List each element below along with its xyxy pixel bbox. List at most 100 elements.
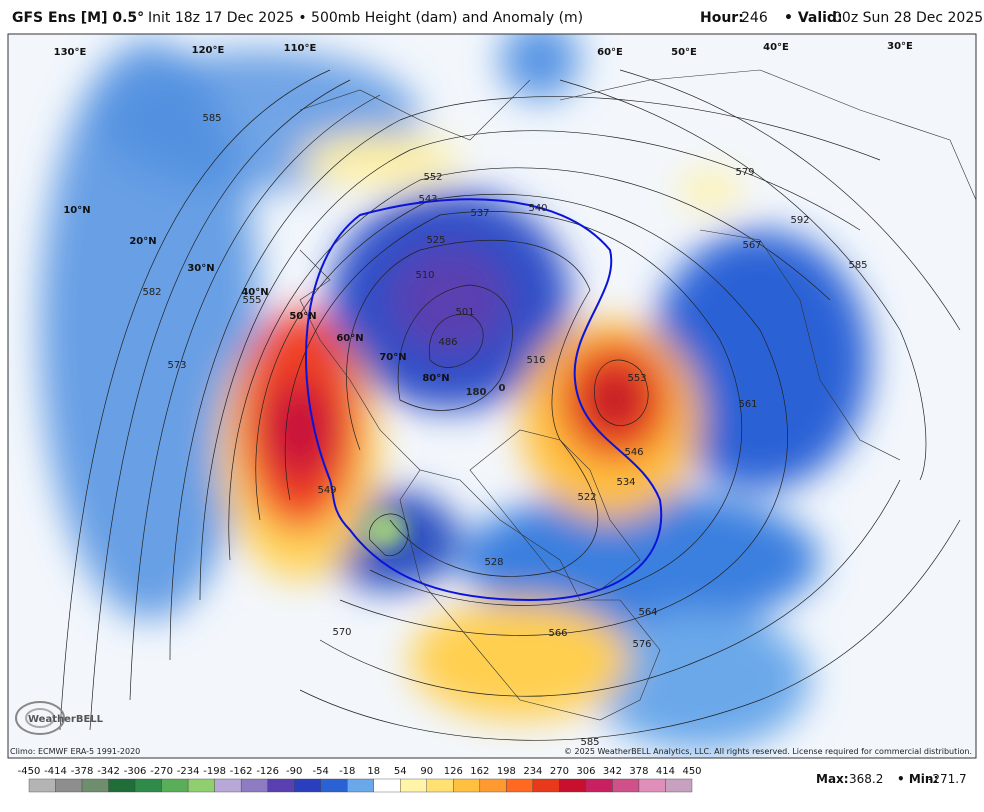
max-value: 368.2 — [849, 772, 883, 786]
contour-label: 576 — [632, 639, 651, 650]
colorbar-tick-label: 378 — [629, 766, 648, 777]
contour-label: 522 — [577, 492, 596, 503]
logo: WeatherBELL — [15, 701, 104, 735]
colorbar-segment — [347, 778, 374, 793]
colorbar-segment — [294, 778, 321, 793]
contour-label: 561 — [738, 399, 757, 410]
colorbar-tick-label: -414 — [44, 766, 67, 777]
latitude-label: 40°N — [241, 287, 268, 298]
colorbar-segment — [532, 778, 560, 793]
contour-label: 516 — [526, 355, 545, 366]
colorbar-segment — [134, 778, 162, 793]
colorbar-tick-label: -234 — [177, 766, 200, 777]
latitude-label: 50°N — [289, 311, 316, 322]
contour-label: 555 — [242, 295, 261, 306]
longitude-label: 50°E — [671, 47, 697, 58]
latitude-label: 70°N — [379, 352, 406, 363]
contour-label: 585 — [580, 737, 599, 748]
longitude-label: 40°E — [763, 42, 789, 53]
hour-label: Hour: — [700, 10, 744, 26]
contour-label: 543 — [418, 194, 437, 205]
longitude-label: 110°E — [284, 43, 317, 54]
colorbar-tick-label: 162 — [470, 766, 489, 777]
latitude-label: 20°N — [129, 236, 156, 247]
colorbar-tick-label: 234 — [523, 766, 542, 777]
contour-label: 582 — [142, 287, 161, 298]
colorbar-tick-label: 306 — [576, 766, 595, 777]
colorbar-segment — [479, 778, 507, 793]
coastlines — [299, 69, 976, 721]
colorbar-segment — [240, 778, 268, 793]
colorbar-segment — [453, 778, 481, 793]
colorbar-segment — [81, 778, 109, 793]
max-label: Max: — [816, 772, 849, 786]
colorbar-tick-label: 18 — [367, 766, 380, 777]
colorbar: -450 -414 -378 -342 -306 -270 -234 -198 -162 -126… — [18, 766, 702, 793]
valid-value: 00z Sun 28 Dec 2025 — [833, 10, 983, 26]
colorbar-segment — [161, 778, 189, 793]
colorbar-tick-label: 54 — [394, 766, 407, 777]
colorbar-segment — [55, 778, 83, 793]
colorbar-segment — [426, 778, 454, 793]
longitude-label: 120°E — [192, 45, 225, 56]
colorbar-segment — [559, 778, 587, 793]
colorbar-tick-label: 270 — [550, 766, 569, 777]
valid-label: • Valid: — [784, 10, 843, 26]
colorbar-tick-label: 126 — [444, 766, 463, 777]
contour-label: 585 — [848, 260, 867, 271]
contour-label: 566 — [548, 628, 567, 639]
colorbar-segment — [400, 778, 427, 793]
anomaly-field — [40, 34, 870, 750]
colorbar-tick-label: -306 — [124, 766, 147, 777]
colorbar-segment — [28, 778, 56, 793]
height-contours — [59, 69, 961, 741]
colorbar-tick-label: -90 — [286, 766, 302, 777]
colorbar-segment — [612, 778, 640, 793]
contour-label: 567 — [742, 240, 761, 251]
min-value: -271.7 — [928, 772, 967, 786]
colorbar-tick-label: -198 — [203, 766, 226, 777]
contour-label: 549 — [317, 485, 336, 496]
colorbar-segment — [665, 778, 693, 793]
colorbar-tick-label: -162 — [230, 766, 253, 777]
copyright: © 2025 WeatherBELL Analytics, LLC. All r… — [564, 747, 972, 756]
contour-labels: 585 552 543 537 540 525 510 501 486 516 … — [142, 113, 867, 748]
contour-label: 510 — [415, 270, 434, 281]
graticule-labels: 10°N 20°N 30°N 40°N 50°N 60°N 70°N 80°N … — [54, 41, 913, 384]
contour-label: 534 — [616, 477, 635, 488]
contour-label: 546 — [624, 447, 643, 458]
contour-label: 552 — [423, 172, 442, 183]
init-text: Init 18z 17 Dec 2025 • 500mb Height (dam… — [148, 10, 583, 26]
colorbar-segment — [267, 778, 295, 793]
latitude-label: 60°N — [336, 333, 363, 344]
contour-label: 585 — [202, 113, 221, 124]
colorbar-segment — [108, 778, 136, 793]
logo-text: WeatherBELL — [28, 714, 104, 725]
colorbar-tick-label: -54 — [313, 766, 329, 777]
contour-label: 501 — [455, 307, 474, 318]
colorbar-tick-label: -378 — [71, 766, 94, 777]
hour-value: 246 — [741, 10, 768, 26]
contour-label: 579 — [735, 167, 754, 178]
colorbar-tick-label: -270 — [150, 766, 173, 777]
colorbar-tick-label: -450 — [18, 766, 41, 777]
colorbar-tick-label: 414 — [656, 766, 675, 777]
colorbar-segment — [320, 778, 348, 793]
colorbar-segment — [214, 778, 242, 793]
longitude-label: 130°E — [54, 47, 87, 58]
contour-label: 592 — [790, 215, 809, 226]
colorbar-tick-label: 342 — [603, 766, 622, 777]
contour-label: 537 — [470, 208, 489, 219]
colorbar-tick-label: 198 — [497, 766, 516, 777]
longitude-label: 60°E — [597, 47, 623, 58]
meridian-label: 0 — [499, 383, 506, 394]
colorbar-tick-label: -342 — [97, 766, 120, 777]
colorbar-segment — [187, 778, 215, 793]
latitude-label: 80°N — [422, 373, 449, 384]
colorbar-segment — [373, 778, 401, 793]
contour-label: 525 — [426, 235, 445, 246]
colorbar-segment — [506, 778, 534, 793]
colorbar-tick-label: -126 — [256, 766, 279, 777]
contour-label: 540 — [528, 203, 547, 214]
